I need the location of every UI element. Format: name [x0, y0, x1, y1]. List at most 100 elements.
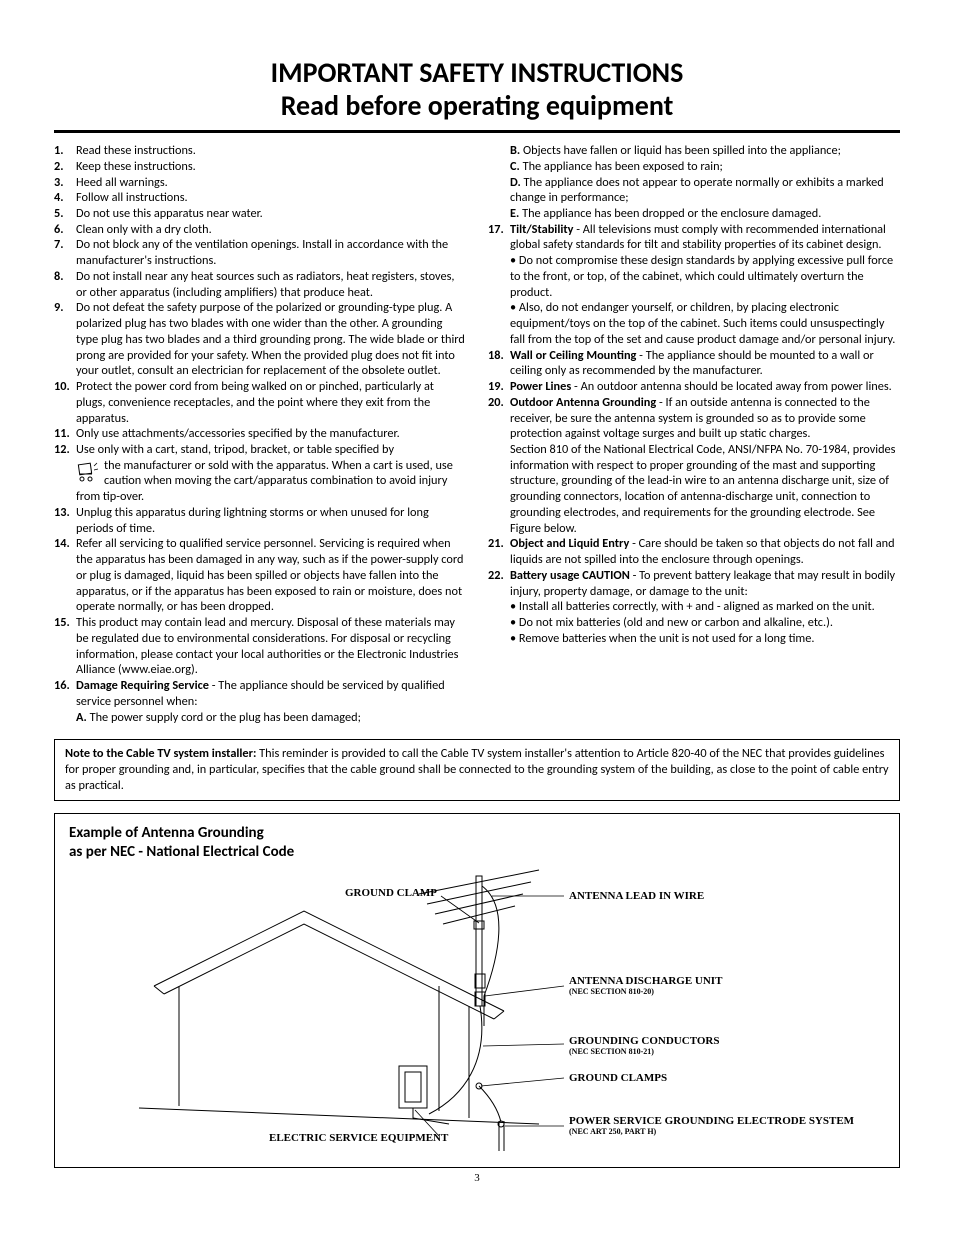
list-item: 5.Do not use this apparatus near water. — [54, 206, 466, 222]
sub-item: C. The appliance has been exposed to rai… — [510, 159, 900, 175]
sub-text: The appliance has been dropped or the en… — [519, 206, 821, 221]
item-text: Unplug this apparatus during lightning s… — [76, 505, 429, 536]
list-item: 14. Refer all servicing to qualified serv… — [54, 536, 466, 615]
item-text: Do not block any of the ventilation open… — [76, 237, 448, 268]
label-conductors-sub: (NEC SECTION 810-21) — [569, 1047, 654, 1056]
item-number: 22. — [488, 568, 504, 584]
item-number: 1. — [54, 143, 64, 159]
sub-item: E. The appliance has been dropped or the… — [510, 206, 900, 222]
title-line2: Read before operating equipment — [281, 88, 674, 123]
sub-label: A. — [76, 710, 87, 725]
label-conductors: GROUNDING CONDUCTORS — [569, 1035, 719, 1047]
item-title: Object and Liquid Entry — [510, 536, 629, 551]
item-number: 18. — [488, 348, 504, 364]
item-number: 11. — [54, 426, 70, 442]
item-number: 12. — [54, 442, 70, 458]
item-text: Follow all instructions. — [76, 190, 188, 205]
page-number: 3 — [54, 1172, 900, 1184]
item-16-block: 16. Damage Requiring Service - The appli… — [54, 678, 466, 725]
item-number: 8. — [54, 269, 64, 285]
label-antenna-lead: ANTENNA LEAD IN WIRE — [569, 890, 704, 902]
list-item: 18.Wall or Ceiling Mounting - The applia… — [488, 348, 900, 379]
list-item: 4.Follow all instructions. — [54, 190, 466, 206]
sub-label: B. — [510, 143, 520, 158]
list-item: 10. Protect the power cord from being wal… — [54, 379, 466, 426]
page-title: IMPORTANT SAFETY INSTRUCTIONS Read befor… — [54, 56, 900, 122]
item-text: Use only with a cart, stand, tripod, bra… — [76, 442, 394, 457]
item-number: 16. — [54, 678, 70, 694]
list-item: 2. Keep these instructions. — [54, 159, 466, 175]
list-item: 6.Clean only with a dry cloth. — [54, 222, 466, 238]
left-column: 1. Read these instructions. 2. Keep these i… — [54, 143, 466, 725]
title-line1: IMPORTANT SAFETY INSTRUCTIONS — [271, 55, 684, 90]
label-ground-clamp-top: GROUND CLAMP — [345, 887, 437, 899]
item-text: Read these instructions. — [76, 143, 196, 158]
sub-text: Objects have fallen or liquid has been s… — [520, 143, 841, 158]
note-title: Note to the Cable TV system installer: — [65, 746, 256, 761]
sub-label: D. — [510, 175, 521, 190]
label-electrode: POWER SERVICE GROUNDING ELECTRODE SYSTEM — [569, 1115, 855, 1127]
item-number: 10. — [54, 379, 70, 395]
item-number: 2. — [54, 159, 64, 175]
item-number: 14. — [54, 536, 70, 552]
item-bullet: • Do not mix batteries (old and new or c… — [510, 615, 900, 631]
label-clamps: GROUND CLAMPS — [569, 1072, 667, 1084]
diagram-box: Example of Antenna Grounding as per NEC … — [54, 813, 900, 1168]
item-title: Power Lines — [510, 379, 571, 394]
list-item: 3. Heed all warnings. — [54, 175, 466, 191]
sub-item: B. Objects have fallen or liquid has bee… — [510, 143, 900, 159]
sub-text: The appliance does not appear to operate… — [510, 175, 884, 206]
list-item: 11. Only use attachments/accessories spec… — [54, 426, 466, 442]
right-list: 17.Tilt/Stability - All televisions must… — [488, 222, 900, 647]
item-text: Do not defeat the safety purpose of the … — [76, 300, 465, 378]
item-title: Damage Requiring Service — [76, 678, 209, 693]
list-item: 12. Use only with a cart, stand, tripod, … — [54, 442, 466, 505]
right-pre-subs: B. Objects have fallen or liquid has bee… — [488, 143, 900, 222]
item-text-cont: the manufacturer or sold with the appara… — [76, 458, 453, 504]
list-item: 19.Power Lines - An outdoor antenna shou… — [488, 379, 900, 395]
sub-text: The power supply cord or the plug has be… — [87, 710, 361, 725]
sub-label: C. — [510, 159, 520, 174]
cart-tipover-icon — [76, 460, 100, 484]
note-box: Note to the Cable TV system installer: T… — [54, 739, 900, 801]
item-bullet: • Install all batteries correctly, with … — [510, 599, 900, 615]
item-text: Do not use this apparatus near water. — [76, 206, 263, 221]
diagram-title-line2: as per NEC - National Electrical Code — [69, 843, 294, 861]
item-text: Protect the power cord from being walked… — [76, 379, 434, 425]
item-text: Refer all servicing to qualified service… — [76, 536, 463, 614]
item-number: 6. — [54, 222, 64, 238]
item-number: 19. — [488, 379, 504, 395]
label-discharge: ANTENNA DISCHARGE UNIT — [569, 975, 723, 987]
diagram-title: Example of Antenna Grounding as per NEC … — [69, 824, 885, 862]
item-bullet: • Also, do not endanger yourself, or chi… — [510, 300, 900, 347]
item-number: 7. — [54, 237, 64, 253]
diagram-title-line1: Example of Antenna Grounding — [69, 824, 264, 842]
item-text: Only use attachments/accessories specifi… — [76, 426, 400, 441]
list-item: 17.Tilt/Stability - All televisions must… — [488, 222, 900, 348]
list-item: 16. Damage Requiring Service - The appli… — [54, 678, 466, 725]
item-number: 15. — [54, 615, 70, 631]
list-item: 8.Do not install near any heat sources s… — [54, 269, 466, 300]
sub-text: The appliance has been exposed to rain; — [520, 159, 723, 174]
list-item: 9.Do not defeat the safety purpose of th… — [54, 300, 466, 379]
item-number: 3. — [54, 175, 64, 191]
columns: 1. Read these instructions. 2. Keep these i… — [54, 143, 900, 725]
item-text: Heed all warnings. — [76, 175, 168, 190]
list-item: 7. Do not block any of the ventilation op… — [54, 237, 466, 268]
sub-item: D. The appliance does not appear to oper… — [510, 175, 900, 206]
item-title: Battery usage CAUTION — [510, 568, 630, 583]
item-text: Keep these instructions. — [76, 159, 196, 174]
item-number: 13. — [54, 505, 70, 521]
sub-item: A. The power supply cord or the plug has… — [76, 710, 466, 726]
list-item: 13. Unplug this apparatus during lightnin… — [54, 505, 466, 536]
item-title: Outdoor Antenna Grounding — [510, 395, 656, 410]
list-item: 21.Object and Liquid Entry - Care should… — [488, 536, 900, 567]
list-item: 22.Battery usage CAUTION - To prevent ba… — [488, 568, 900, 647]
label-service: ELECTRIC SERVICE EQUIPMENT — [269, 1132, 449, 1144]
item-extra: Section 810 of the National Electrical C… — [510, 442, 900, 536]
item-number: 21. — [488, 536, 504, 552]
left-list: 1. Read these instructions. 2. Keep these i… — [54, 143, 466, 678]
item-bullet: • Remove batteries when the unit is not … — [510, 631, 900, 647]
antenna-grounding-diagram: GROUND CLAMP ANTENNA LEAD IN WIRE ANTENN… — [69, 866, 879, 1156]
list-item: 15.This product may contain lead and mer… — [54, 615, 466, 678]
